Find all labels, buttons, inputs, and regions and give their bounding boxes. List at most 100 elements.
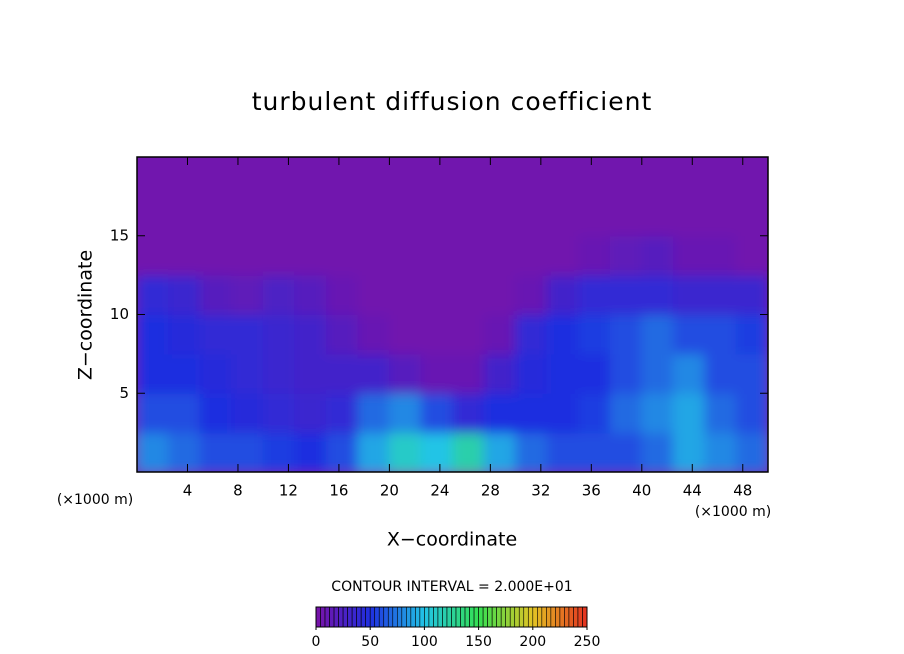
field-cell [452, 314, 485, 355]
field-cell [294, 314, 327, 355]
field-cell [672, 432, 706, 472]
colorbar-swatch [527, 606, 534, 628]
colorbar-swatch [406, 606, 412, 628]
colorbar-swatch [446, 606, 452, 628]
field-cell [420, 392, 453, 434]
colorbar-tick-label: 100 [411, 634, 438, 650]
colorbar-swatch [342, 606, 348, 628]
field-cell [262, 392, 296, 434]
field-cell [546, 353, 580, 394]
field-cell [262, 432, 296, 472]
field-cell [325, 432, 359, 472]
colorbar-swatch [518, 606, 525, 628]
field-cell [199, 274, 233, 315]
colorbar: 0 50 100 150 200 250 [312, 606, 600, 650]
y-unit-label: (×1000 m) [57, 492, 133, 508]
field-cell [609, 432, 643, 472]
field-cell [452, 235, 485, 276]
field-cell [325, 157, 359, 197]
field-cell [672, 314, 706, 355]
field-cell [735, 195, 768, 237]
colorbar-swatch [550, 606, 556, 628]
colorbar-swatch [523, 606, 529, 628]
colorbar-swatch [500, 606, 506, 628]
field-cell [137, 195, 170, 237]
field-cell [735, 432, 768, 472]
colorbar-swatch [473, 606, 479, 628]
colorbar-swatch [356, 606, 362, 628]
field-cell [357, 235, 390, 276]
field-cell [357, 353, 390, 394]
field-cell [357, 314, 390, 355]
field-cell [420, 195, 453, 237]
colorbar-swatch [437, 606, 443, 628]
field-cell [199, 314, 233, 355]
colorbar-swatch [514, 606, 520, 628]
colorbar-swatch [464, 606, 470, 628]
colorbar-swatch [374, 606, 380, 628]
field-cell [262, 235, 296, 276]
field-cell [452, 157, 485, 197]
field-cell [672, 157, 706, 197]
field-cell [137, 392, 170, 434]
colorbar-swatch [351, 606, 357, 628]
field-cell [578, 157, 611, 197]
field-cell [357, 274, 390, 315]
colorbar-swatch [347, 606, 353, 628]
field-cell [704, 314, 737, 355]
field-cell [483, 392, 517, 434]
field-cell [483, 235, 517, 276]
field-cell [137, 314, 170, 355]
field-cell [420, 314, 453, 355]
field-cell [483, 432, 517, 472]
x-axis-label: X−coordinate [387, 529, 517, 551]
field-cell [388, 353, 422, 394]
y-tick-label: 15 [110, 226, 129, 244]
colorbar-swatch [333, 606, 339, 628]
field-cell [294, 157, 327, 197]
field-cell [231, 195, 264, 237]
field-cells [137, 157, 768, 472]
field-cell [641, 353, 674, 394]
field-cell [357, 392, 390, 434]
colorbar-swatch [582, 606, 588, 628]
field-cell [325, 235, 359, 276]
field-cell [294, 392, 327, 434]
field-cell [641, 432, 674, 472]
colorbar-swatch [442, 606, 448, 628]
field-cell [578, 353, 611, 394]
colorbar-swatch [564, 606, 570, 628]
field-cell [546, 274, 580, 315]
field-cell [641, 314, 674, 355]
contour-interval: CONTOUR INTERVAL = 2.000E+01 [331, 579, 572, 595]
field-cell [231, 432, 264, 472]
colorbar-swatch [419, 606, 425, 628]
field-cell [262, 353, 296, 394]
colorbar-swatch [383, 606, 389, 628]
colorbar-swatch [469, 606, 475, 628]
field-cell [515, 235, 548, 276]
field-cell [168, 195, 201, 237]
field-cell [325, 353, 359, 394]
field-cell [231, 157, 264, 197]
x-tick-label: 40 [632, 482, 651, 500]
field-cell [452, 432, 485, 472]
colorbar-swatch [338, 606, 344, 628]
field-cell [735, 235, 768, 276]
field-cell [168, 353, 201, 394]
x-tick-label: 20 [380, 482, 399, 500]
y-tick-label: 10 [110, 305, 129, 323]
field-cell [294, 274, 327, 315]
field-cell [199, 353, 233, 394]
colorbar-swatch [360, 606, 366, 628]
field-cell [420, 157, 453, 197]
field-cell [262, 314, 296, 355]
field-cell [294, 195, 327, 237]
field-cell [672, 195, 706, 237]
colorbar-swatch [410, 606, 416, 628]
field-cell [515, 157, 548, 197]
x-tick-label: 16 [329, 482, 348, 500]
field-cell [231, 314, 264, 355]
field-cell [294, 235, 327, 276]
